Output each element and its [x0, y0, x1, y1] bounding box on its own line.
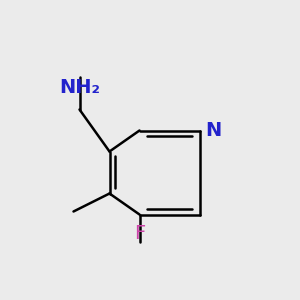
Text: NH₂: NH₂	[59, 78, 100, 97]
Text: F: F	[134, 224, 145, 243]
Text: N: N	[206, 121, 222, 140]
